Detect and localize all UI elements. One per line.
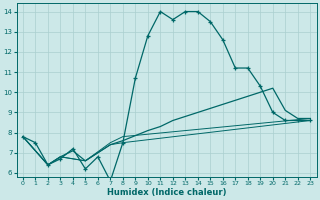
X-axis label: Humidex (Indice chaleur): Humidex (Indice chaleur): [107, 188, 226, 197]
